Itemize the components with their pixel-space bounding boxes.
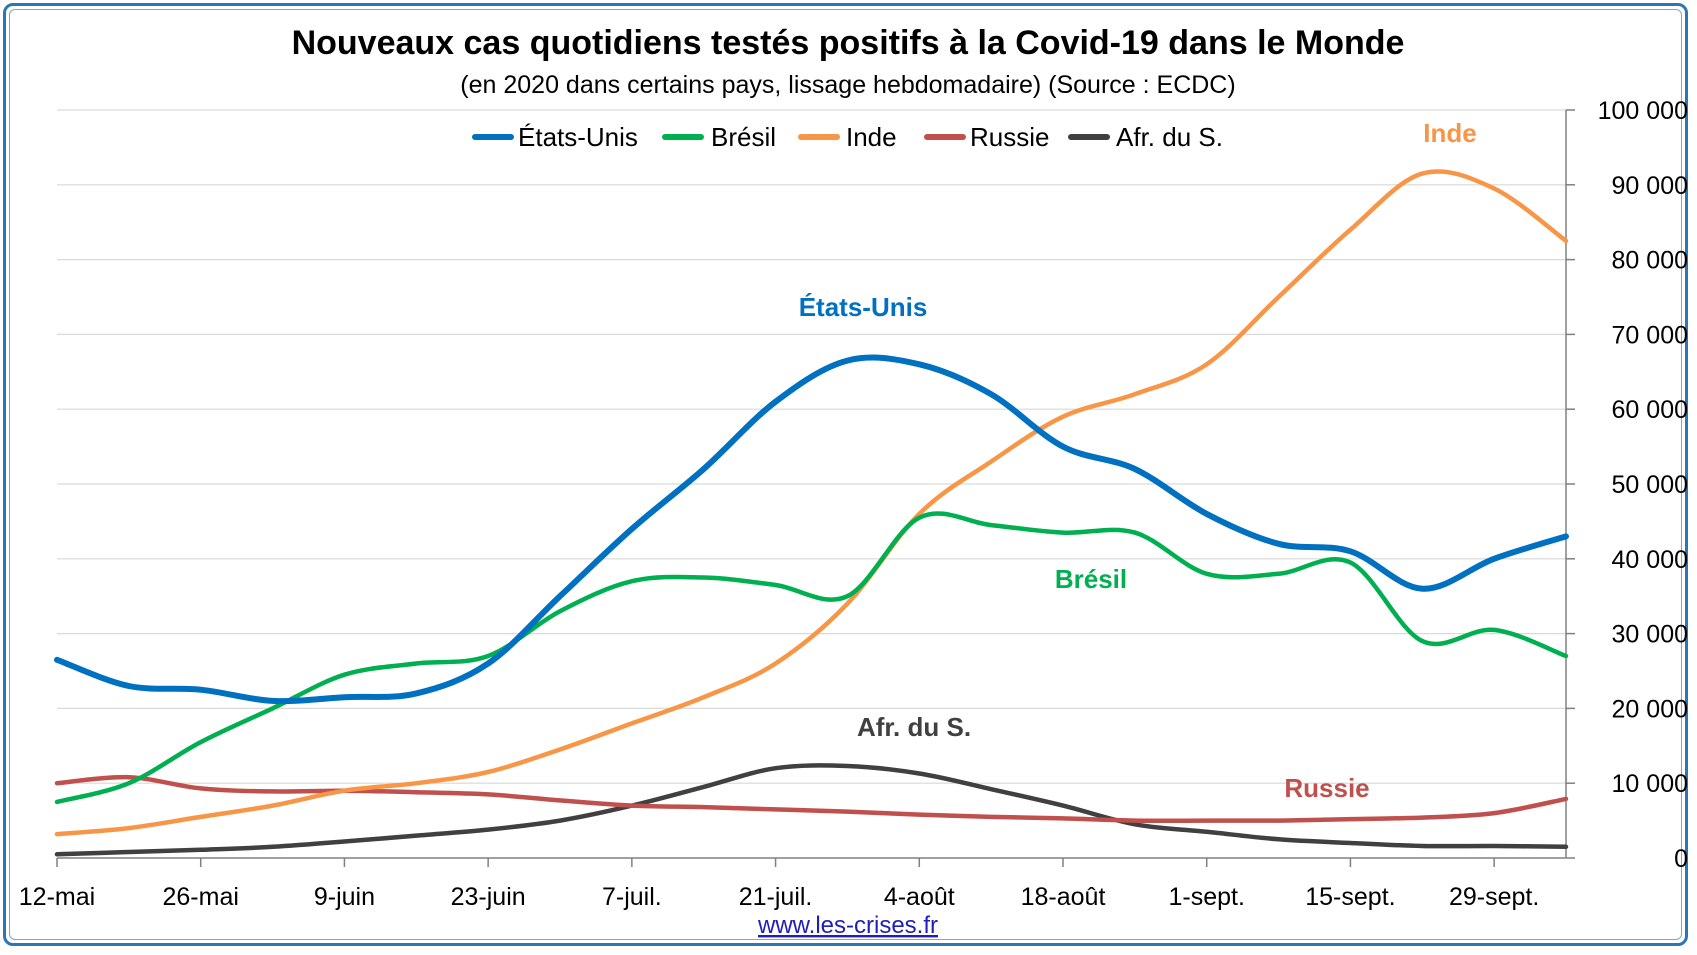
x-tick-labels: 12-mai 26-mai 9-juin 23-juin 7-juil. 21-juil.… — [19, 883, 1540, 911]
x-tick-label: 9-juin — [314, 883, 375, 911]
x-tick-label: 7-juil. — [602, 883, 662, 911]
legend-label-russie: Russie — [970, 122, 1049, 152]
y-tick-label: 70 000 — [1612, 321, 1688, 349]
x-tick-label: 15-sept. — [1305, 883, 1395, 911]
series-line-afr-du-s — [54, 763, 1569, 857]
series-labels: États-Unis Brésil Inde Russie Afr. du S. — [799, 118, 1477, 803]
series-line-russie — [54, 774, 1569, 824]
series-line-bresil — [54, 511, 1569, 805]
x-tick-label: 26-mai — [163, 883, 239, 911]
chart-frame — [3, 3, 1688, 946]
y-tick-label: 30 000 — [1612, 621, 1688, 649]
legend-label-afr-du-s: Afr. du S. — [1116, 122, 1223, 152]
series-label-bresil: Brésil — [1055, 564, 1127, 594]
series-label-etats-unis: États-Unis — [799, 292, 928, 322]
y-tick-label: 50 000 — [1612, 471, 1688, 499]
y-tick-label: 10 000 — [1612, 770, 1688, 798]
x-tick-label: 21-juil. — [739, 883, 813, 911]
y-tick-label: 0 — [1674, 845, 1688, 873]
chart-subtitle: (en 2020 dans certains pays, lissage heb… — [460, 71, 1235, 99]
x-tick-label: 1-sept. — [1168, 883, 1244, 911]
y-tick-label: 90 000 — [1612, 172, 1688, 200]
series-line-inde — [54, 169, 1569, 837]
legend-label-bresil: Brésil — [711, 122, 776, 152]
y-tick-label: 100 000 — [1598, 97, 1688, 125]
series-lines — [54, 169, 1569, 857]
series-label-russie: Russie — [1284, 773, 1369, 803]
series-label-afr-du-s: Afr. du S. — [857, 712, 971, 742]
y-tick-label: 80 000 — [1612, 247, 1688, 275]
y-tick-label: 20 000 — [1612, 695, 1688, 723]
y-tick-label: 40 000 — [1612, 546, 1688, 574]
axes — [56, 109, 1575, 867]
x-tick-label: 23-juin — [451, 883, 526, 911]
x-tick-label: 18-août — [1021, 883, 1106, 911]
x-tick-label: 29-sept. — [1449, 883, 1539, 911]
chart-title: Nouveaux cas quotidiens testés positifs … — [292, 24, 1405, 62]
source-link[interactable]: www.les-crises.fr — [757, 912, 938, 939]
y-tick-label: 60 000 — [1612, 396, 1688, 424]
legend: États-Unis Brésil Inde Russie Afr. du S. — [472, 122, 1223, 152]
x-tick-label: 4-août — [884, 883, 955, 911]
y-tick-labels: 0 10 000 20 000 30 000 40 000 50 000 60 000 70 … — [1598, 97, 1688, 873]
x-tick-label: 12-mai — [19, 883, 95, 911]
legend-label-inde: Inde — [846, 122, 897, 152]
series-line-etats-unis — [54, 354, 1569, 705]
series-label-inde: Inde — [1423, 118, 1476, 148]
gridlines — [57, 109, 1566, 784]
legend-label-etats-unis: États-Unis — [518, 122, 638, 152]
